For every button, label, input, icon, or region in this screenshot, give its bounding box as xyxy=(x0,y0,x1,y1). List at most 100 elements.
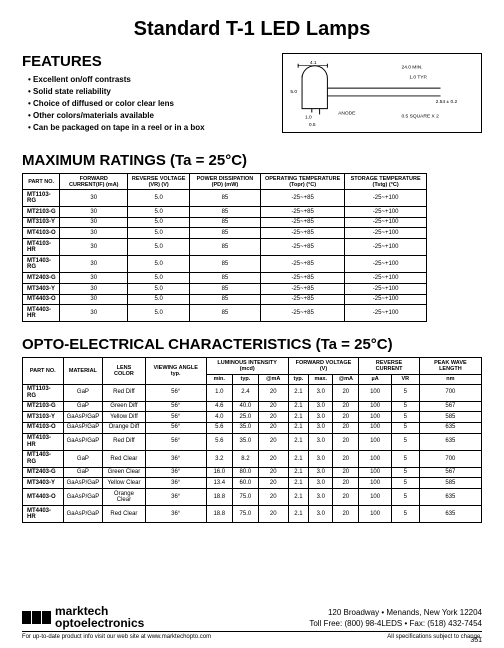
table-header: OPERATING TEMPERATURE (Topr) (°C) xyxy=(260,174,345,190)
footer-disclaimer: All specifications subject to change. xyxy=(387,634,482,640)
table-cell: MT2103-G xyxy=(23,401,64,412)
table-cell: 85 xyxy=(190,228,261,239)
table-cell: -25~+100 xyxy=(345,217,426,228)
table-cell: 20 xyxy=(258,422,288,433)
table-cell: MT4403-HR xyxy=(23,305,60,322)
table-cell: 20 xyxy=(258,412,288,423)
table-cell: 20 xyxy=(333,467,359,478)
dim-label: 0.5 SQUARE X 2 xyxy=(402,113,440,119)
table-cell: -25~+100 xyxy=(345,228,426,239)
table-row: MT3403-Y305.085-25~+85-25~+100 xyxy=(23,284,427,295)
table-cell: -25~+100 xyxy=(345,239,426,256)
dim-label: 0.5 xyxy=(309,122,316,128)
table-cell: 5 xyxy=(391,401,419,412)
page-title: Standard T-1 LED Lamps xyxy=(22,18,482,41)
table-cell: 20 xyxy=(258,478,288,489)
table-cell: 5.0 xyxy=(128,284,190,295)
table-cell: 4.6 xyxy=(206,401,232,412)
table-cell: 5 xyxy=(391,478,419,489)
feature-item: Can be packaged on tape in a reel or in … xyxy=(28,122,272,134)
table-cell: 5 xyxy=(391,450,419,467)
table-cell: 40.0 xyxy=(232,401,258,412)
table-cell: 85 xyxy=(190,217,261,228)
table-cell: 30 xyxy=(60,305,128,322)
table-cell: 8.2 xyxy=(232,450,258,467)
table-cell: Red Clear xyxy=(103,450,145,467)
table-cell: 5 xyxy=(391,506,419,523)
table-cell: -25~+85 xyxy=(260,217,345,228)
table-row: MT2103-G305.085-25~+85-25~+100 xyxy=(23,207,427,218)
table-cell: -25~+85 xyxy=(260,228,345,239)
table-cell: 3.0 xyxy=(309,467,333,478)
table-cell: 36° xyxy=(145,506,206,523)
feature-item: Choice of diffused or color clear lens xyxy=(28,98,272,110)
table-cell: 100 xyxy=(359,467,391,478)
table-cell: -25~+100 xyxy=(345,207,426,218)
table-cell: 85 xyxy=(190,273,261,284)
table-subheader: µA xyxy=(359,374,391,384)
table-cell: Yellow Diff xyxy=(103,412,145,423)
table-cell: Orange Diff xyxy=(103,422,145,433)
table-cell: GaP xyxy=(63,384,103,401)
table-cell: 2.1 xyxy=(288,412,309,423)
table-cell: 2.1 xyxy=(288,478,309,489)
table-cell: 3.2 xyxy=(206,450,232,467)
table-row: MT4103-O305.085-25~+85-25~+100 xyxy=(23,228,427,239)
table-row: MT4403-HRGaAsP/GaPRed Clear36°18.875.020… xyxy=(23,506,482,523)
table-cell: 5.0 xyxy=(128,256,190,273)
table-cell: 18.8 xyxy=(206,506,232,523)
table-cell: 5.0 xyxy=(128,273,190,284)
table-cell: 5 xyxy=(391,489,419,506)
table-cell: 20 xyxy=(333,401,359,412)
table-cell: 100 xyxy=(359,384,391,401)
table-cell: 5.0 xyxy=(128,207,190,218)
dim-label: 5.0 xyxy=(290,89,297,95)
table-cell: 16.0 xyxy=(206,467,232,478)
table-subheader: typ. xyxy=(288,374,309,384)
table-cell: MT4403-HR xyxy=(23,506,64,523)
table-cell: 56° xyxy=(145,433,206,450)
features-list: Excellent on/off contrastsSolid state re… xyxy=(22,74,272,134)
table-cell: MT4103-O xyxy=(23,422,64,433)
table-row: MT4103-OGaAsP/GaPOrange Diff56°5.635.020… xyxy=(23,422,482,433)
table-subheader: @mA xyxy=(258,374,288,384)
table-cell: 20 xyxy=(333,433,359,450)
table-cell: 20 xyxy=(258,384,288,401)
table-header: REVERSE VOLTAGE (VR) (V) xyxy=(128,174,190,190)
table-cell: GaAsP/GaP xyxy=(63,489,103,506)
table-subheader: VR xyxy=(391,374,419,384)
table-cell: 30 xyxy=(60,273,128,284)
table-cell: Red Diff xyxy=(103,433,145,450)
table-cell: 3.0 xyxy=(309,401,333,412)
table-cell: 56° xyxy=(145,384,206,401)
table-cell: GaAsP/GaP xyxy=(63,506,103,523)
table-cell: GaP xyxy=(63,467,103,478)
table-cell: 3.0 xyxy=(309,433,333,450)
table-header: PART NO. xyxy=(23,174,60,190)
table-cell: 80.0 xyxy=(232,467,258,478)
table-cell: Green Clear xyxy=(103,467,145,478)
table-cell: 85 xyxy=(190,190,261,207)
dim-label: 4.1 xyxy=(310,60,317,66)
table-cell: 25.0 xyxy=(232,412,258,423)
table-cell: 100 xyxy=(359,433,391,450)
table-cell: 100 xyxy=(359,489,391,506)
table-cell: 35.0 xyxy=(232,422,258,433)
table-cell: 2.1 xyxy=(288,489,309,506)
table-cell: 13.4 xyxy=(206,478,232,489)
table-row: MT4103-HR305.085-25~+85-25~+100 xyxy=(23,239,427,256)
led-diagram: 4.1 5.0 1.0 0.5 ANODE 24.0 MIN. 1.0 TYP.… xyxy=(282,53,482,133)
table-cell: 20 xyxy=(333,422,359,433)
table-cell: GaAsP/GaP xyxy=(63,478,103,489)
table-cell: 1.0 xyxy=(206,384,232,401)
table-cell: 20 xyxy=(333,412,359,423)
page-footer: marktech optoelectronics 120 Broadway • … xyxy=(22,606,482,640)
table-cell: Green Diff xyxy=(103,401,145,412)
table-cell: 5.0 xyxy=(128,217,190,228)
table-cell: MT3103-Y xyxy=(23,412,64,423)
table-cell: 700 xyxy=(419,450,481,467)
table-cell: Yellow Clear xyxy=(103,478,145,489)
table-cell: 5 xyxy=(391,412,419,423)
table-cell: 3.0 xyxy=(309,412,333,423)
table-cell: -25~+100 xyxy=(345,273,426,284)
